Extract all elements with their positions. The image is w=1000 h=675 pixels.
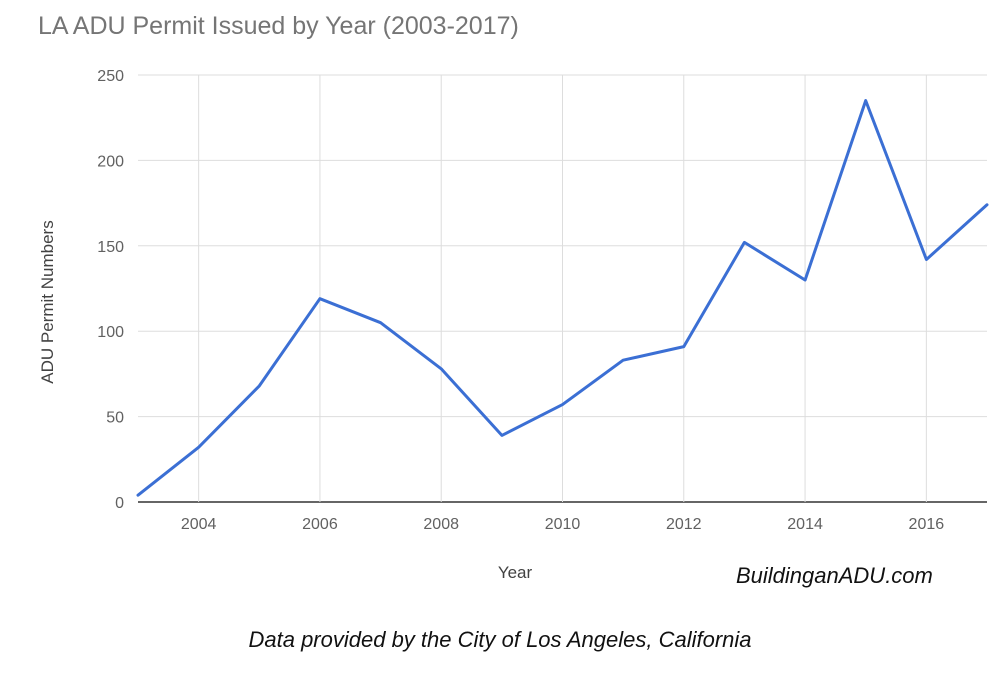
y-tick-label: 0 xyxy=(115,495,124,512)
y-tick-label: 200 xyxy=(97,153,124,170)
x-tick-label: 2008 xyxy=(423,516,459,533)
y-tick-label: 250 xyxy=(97,68,124,85)
y-tick-label: 100 xyxy=(97,324,124,341)
source-note: Data provided by the City of Los Angeles… xyxy=(248,627,752,652)
x-tick-label: 2004 xyxy=(181,516,217,533)
x-tick-label: 2006 xyxy=(302,516,338,533)
x-axis-title: Year xyxy=(498,563,533,582)
y-tick-label: 150 xyxy=(97,239,124,256)
x-tick-label: 2010 xyxy=(545,516,581,533)
x-tick-label: 2014 xyxy=(787,516,823,533)
y-tick-label: 50 xyxy=(106,410,124,427)
x-tick-label: 2016 xyxy=(909,516,945,533)
watermark: BuildinganADU.com xyxy=(736,563,933,588)
series-line xyxy=(136,99,989,497)
y-axis-title: ADU Permit Numbers xyxy=(38,220,57,383)
grid-lines xyxy=(138,74,987,503)
x-tick-label: 2012 xyxy=(666,516,702,533)
chart-title: LA ADU Permit Issued by Year (2003-2017) xyxy=(38,12,519,40)
tick-labels: 0 50 100 150 200 250 2004 2006 2008 2010 2012 2014 2… xyxy=(97,68,944,533)
series-layer xyxy=(136,99,989,497)
